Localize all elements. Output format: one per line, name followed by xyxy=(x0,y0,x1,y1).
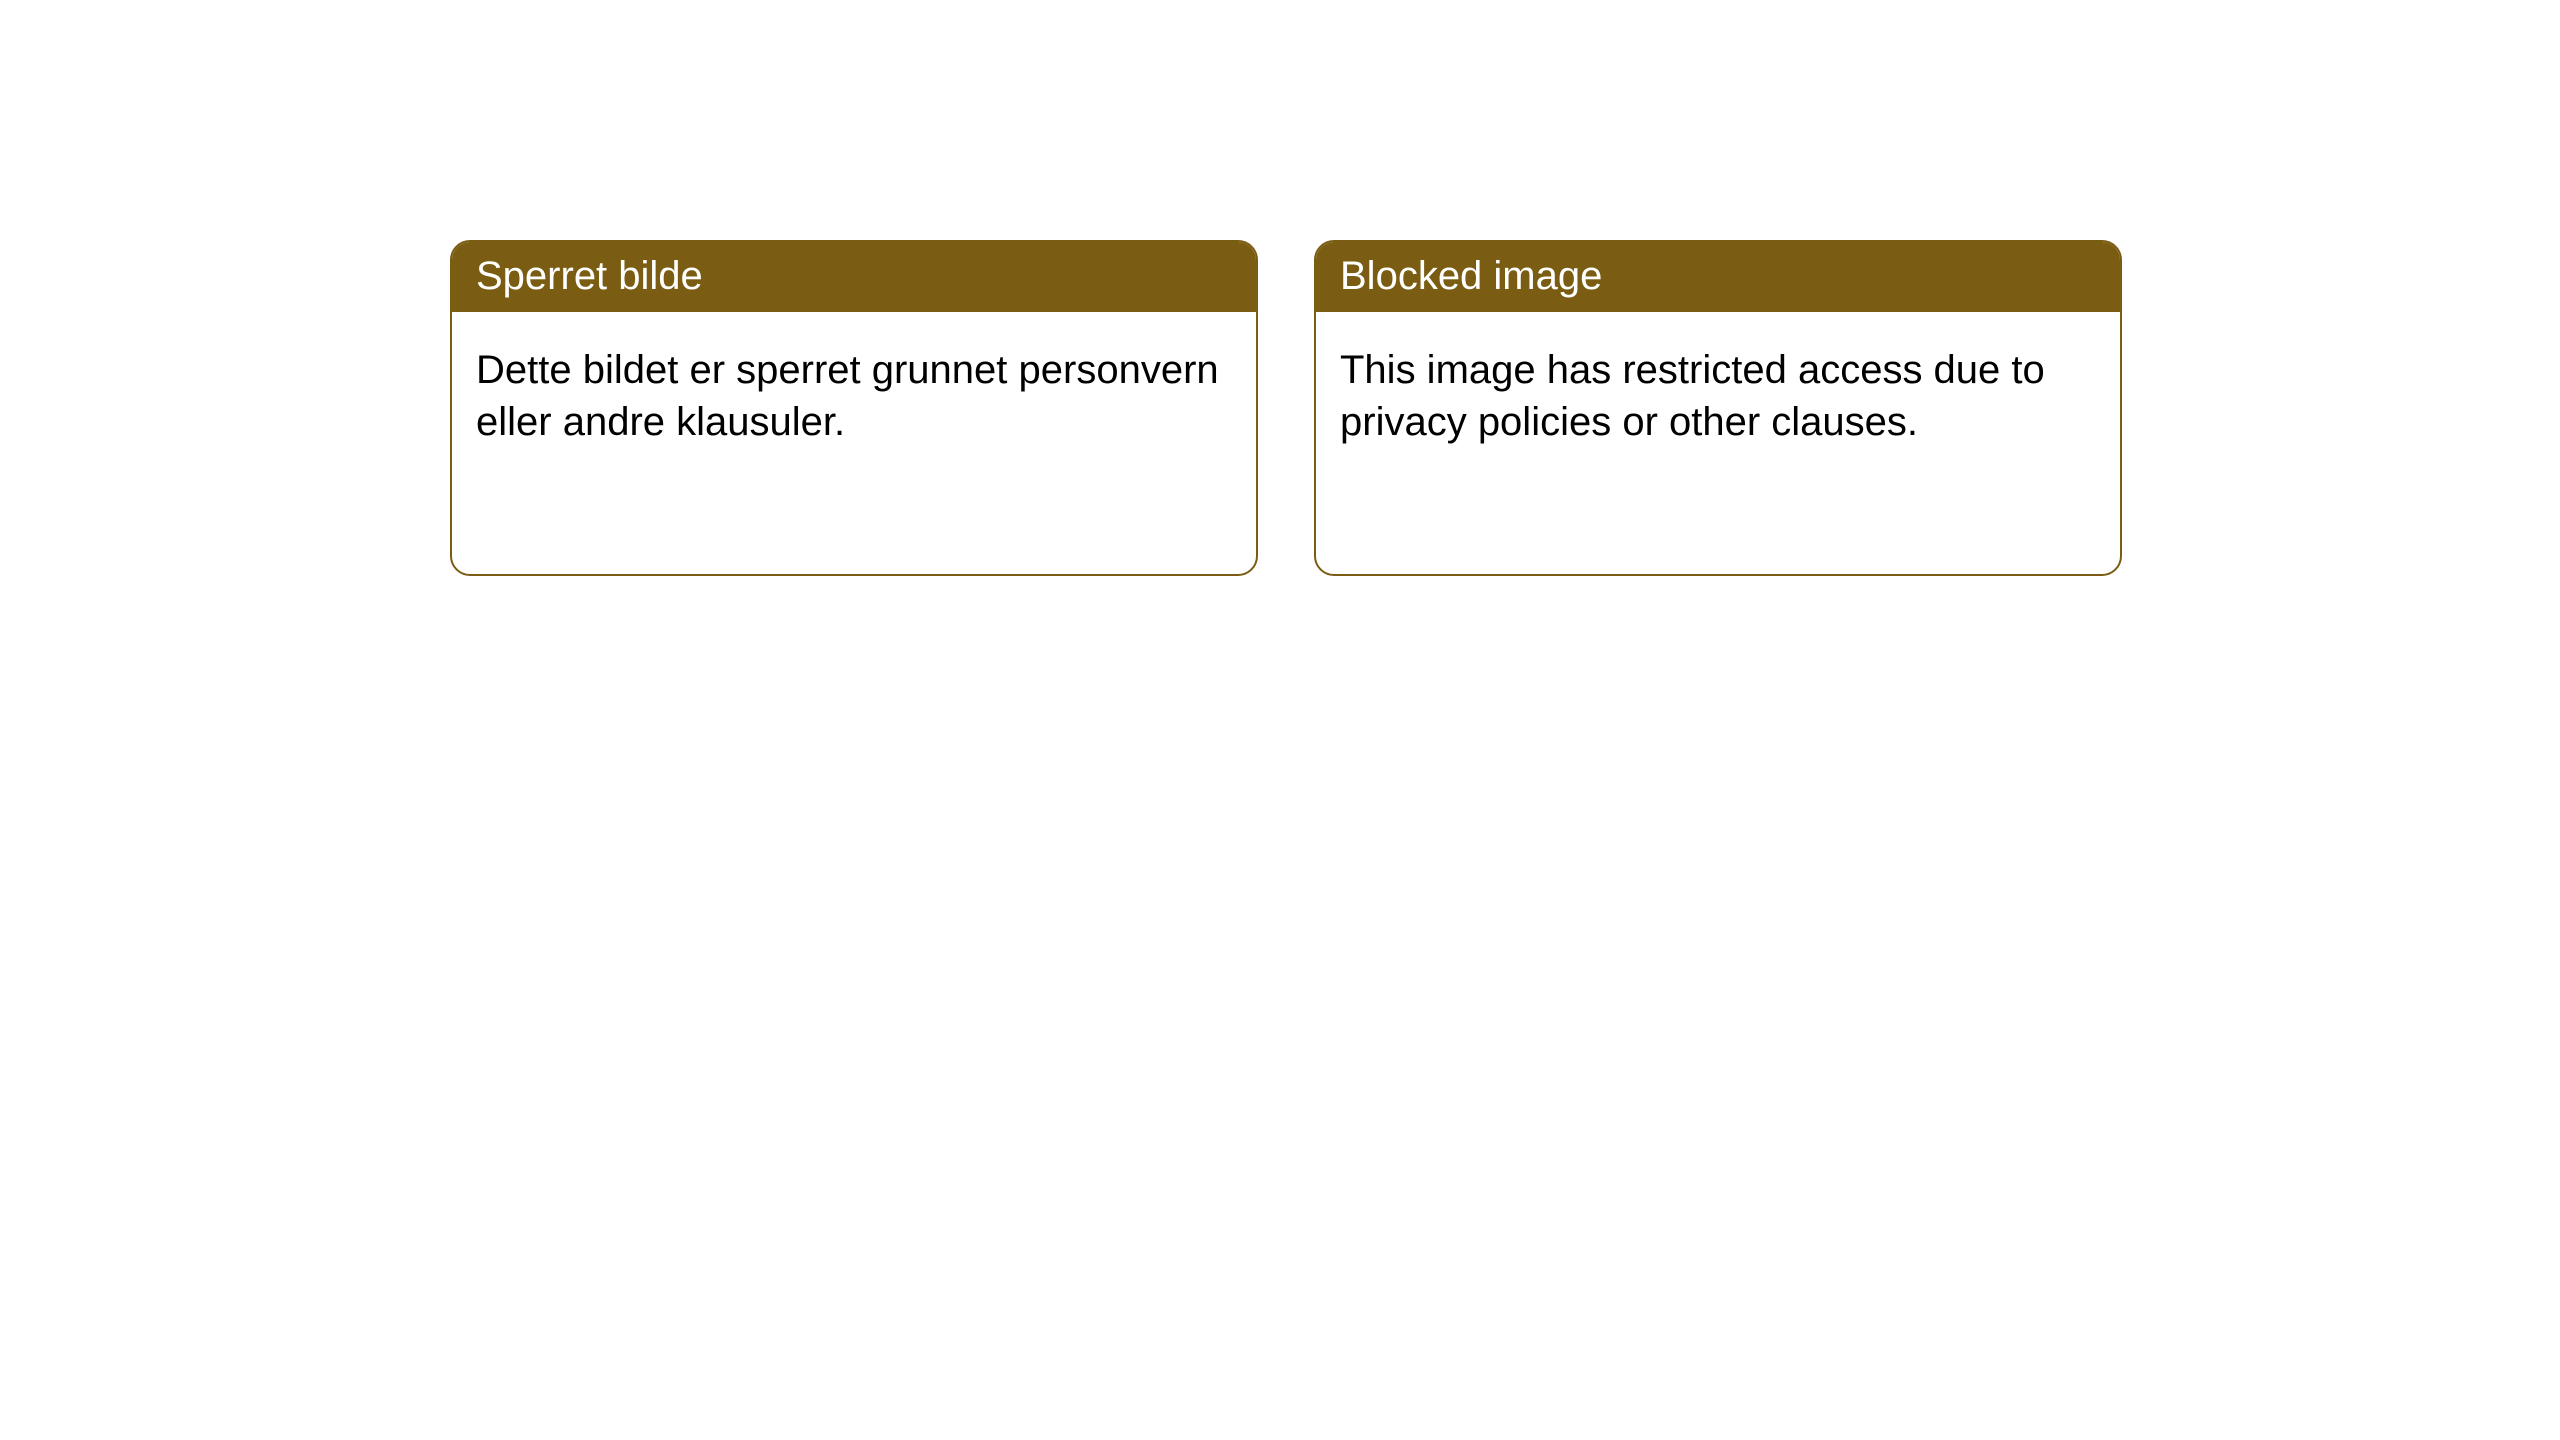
notice-body: This image has restricted access due to … xyxy=(1316,312,2120,480)
notice-container: Sperret bilde Dette bildet er sperret gr… xyxy=(0,0,2560,576)
notice-card-english: Blocked image This image has restricted … xyxy=(1314,240,2122,576)
notice-header: Blocked image xyxy=(1316,242,2120,312)
notice-card-norwegian: Sperret bilde Dette bildet er sperret gr… xyxy=(450,240,1258,576)
notice-header: Sperret bilde xyxy=(452,242,1256,312)
notice-body: Dette bildet er sperret grunnet personve… xyxy=(452,312,1256,480)
